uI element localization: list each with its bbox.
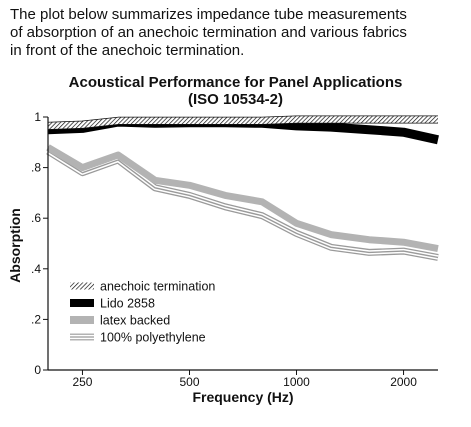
intro-line-2: of absorption of an anechoic termination… — [10, 24, 407, 41]
y-tick-label: .4 — [31, 262, 41, 276]
intro-line-3: in front of the anechoic termination. — [10, 42, 245, 59]
legend-item-latex-backed: latex backed — [70, 314, 170, 328]
series-100-polyethylene — [46, 148, 439, 261]
series-line — [46, 144, 439, 253]
chart-title: Acoustical Performance for Panel Applica… — [68, 74, 403, 91]
y-tick-label: .2 — [31, 312, 41, 326]
y-tick-label: 1 — [34, 110, 41, 124]
x-tick-label: 1000 — [283, 375, 310, 389]
legend-label: 100% polyethylene — [100, 331, 206, 345]
intro-line-1: The plot below summarizes impedance tube… — [10, 6, 407, 23]
series-line — [47, 150, 439, 259]
legend-item-lido-2858: Lido 2858 — [70, 297, 155, 311]
y-tick-label: .6 — [31, 211, 41, 225]
legend-item-100-polyethylene: 100% polyethylene — [70, 331, 206, 345]
series-latex-backed — [46, 144, 439, 253]
x-tick-label: 500 — [179, 375, 199, 389]
y-tick-label: 0 — [34, 363, 41, 377]
legend-label: Lido 2858 — [100, 297, 155, 311]
legend-label: anechoic termination — [100, 280, 215, 294]
legend-swatch — [70, 282, 94, 290]
series-line — [47, 116, 438, 130]
legend-swatch — [70, 316, 94, 324]
y-tick-label: .8 — [31, 161, 41, 175]
legend-swatch — [70, 299, 94, 307]
legend-label: latex backed — [100, 314, 170, 328]
x-tick-label: 2000 — [390, 375, 417, 389]
chart-subtitle: (ISO 10534-2) — [187, 91, 284, 108]
x-tick-label: 250 — [72, 375, 92, 389]
y-axis-title: Absorption — [7, 208, 23, 283]
legend-item-anechoic-termination: anechoic termination — [70, 280, 215, 294]
x-axis-title: Frequency (Hz) — [192, 389, 293, 405]
intro-text: The plot below summarizes impedance tube… — [10, 6, 460, 60]
series-anechoic-termination — [47, 115, 438, 130]
